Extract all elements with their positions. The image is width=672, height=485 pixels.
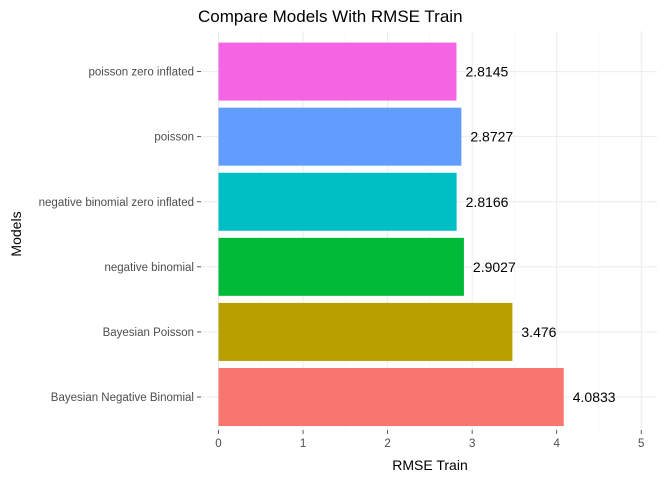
x-tick-label: 0 — [215, 438, 221, 450]
y-tick-label: Bayesian Poisson — [103, 327, 194, 339]
bar — [218, 368, 564, 426]
bar — [218, 42, 457, 101]
x-tick-label: 5 — [638, 438, 644, 450]
bar — [218, 172, 457, 231]
x-tick-label: 1 — [300, 438, 306, 450]
plot-panel: 4.0833 3.476 2.9027 2.8166 2.8727 2.8145 Bayes… — [39, 31, 657, 450]
x-tick-label: 4 — [553, 438, 560, 450]
bar — [218, 107, 462, 166]
x-axis-title: RMSE Train — [392, 457, 467, 473]
y-tick-label: Bayesian Negative Binomial — [51, 392, 194, 404]
data-label: 2.9027 — [473, 259, 516, 275]
data-label: 2.8145 — [465, 64, 508, 80]
x-tick-label: 3 — [469, 438, 475, 450]
bar — [218, 237, 464, 296]
y-tick-label: poisson zero inflated — [89, 67, 194, 79]
data-label: 3.476 — [521, 324, 556, 340]
x-tick-label: 2 — [384, 438, 390, 450]
y-tick-label: negative binomial zero inflated — [39, 197, 194, 209]
chart-title: Compare Models With RMSE Train — [198, 7, 463, 26]
y-tick-label: poisson — [154, 132, 194, 144]
data-label: 2.8166 — [466, 194, 509, 210]
y-axis-title: Models — [8, 211, 24, 256]
bar — [218, 302, 513, 361]
data-label: 2.8727 — [470, 129, 513, 145]
y-tick-label: negative binomial — [104, 262, 194, 274]
data-label: 4.0833 — [573, 389, 616, 405]
